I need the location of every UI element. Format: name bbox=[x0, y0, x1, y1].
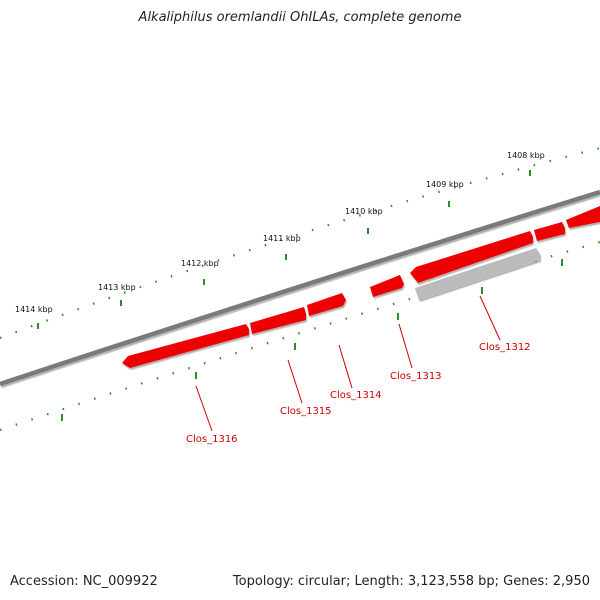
accession-text: Accession: NC_009922 bbox=[10, 574, 158, 589]
outer-scale-ring bbox=[0, 146, 600, 340]
tick-label-1410: 1410 kbp bbox=[345, 207, 383, 216]
gene-label-clos-1312[interactable]: Clos_1312 bbox=[479, 342, 531, 353]
map-title: Alkaliphilus oremlandii OhILAs, complete… bbox=[138, 10, 462, 25]
leader-clos-1314 bbox=[338, 344, 353, 389]
tick-label-1408: 1408 kbp bbox=[507, 151, 545, 160]
gene-clos-1315[interactable] bbox=[250, 307, 306, 334]
gene-label-leaders bbox=[195, 295, 501, 432]
tick-label-1414: 1414 kbp bbox=[15, 305, 53, 314]
gene-label-clos-1313[interactable]: Clos_1313 bbox=[390, 371, 442, 382]
gene-label-clos-1315[interactable]: Clos_1315 bbox=[280, 406, 332, 417]
tick-label-1412: 1412 kbp bbox=[181, 259, 219, 268]
tick-label-1413: 1413 kbp bbox=[98, 283, 136, 292]
leader-clos-1316 bbox=[195, 385, 213, 432]
tick-label-1411: 1411 kbp bbox=[263, 234, 301, 243]
genome-backbone bbox=[0, 189, 600, 387]
scale-tick-labels: 1414 kbp 1413 kbp 1412 kbp 1411 kbp 1410… bbox=[15, 151, 545, 314]
tick-label-1409: 1409 kbp bbox=[426, 180, 464, 189]
leader-clos-1312 bbox=[479, 295, 501, 341]
gene-clos-1316[interactable] bbox=[122, 324, 249, 368]
gene-label-clos-1314[interactable]: Clos_1314 bbox=[330, 390, 382, 401]
forward-gene-track bbox=[122, 206, 600, 368]
gene-clos-1314[interactable] bbox=[307, 293, 346, 316]
gene-clos-1312-red[interactable] bbox=[410, 231, 533, 283]
gene-upstream-1[interactable] bbox=[534, 222, 565, 241]
gene-label-clos-1316[interactable]: Clos_1316 bbox=[186, 434, 238, 445]
genome-stats-text: Topology: circular; Length: 3,123,558 bp… bbox=[232, 574, 590, 589]
gene-labels: Clos_1312 Clos_1313 Clos_1314 Clos_1315 … bbox=[186, 342, 531, 445]
gene-upstream-2[interactable] bbox=[566, 206, 600, 228]
leader-clos-1313 bbox=[398, 323, 413, 369]
gene-clos-1313[interactable] bbox=[370, 275, 404, 297]
inner-scale-ring bbox=[0, 240, 600, 432]
leader-clos-1315 bbox=[287, 359, 303, 404]
gene-clos-1312-grey[interactable] bbox=[415, 248, 540, 300]
